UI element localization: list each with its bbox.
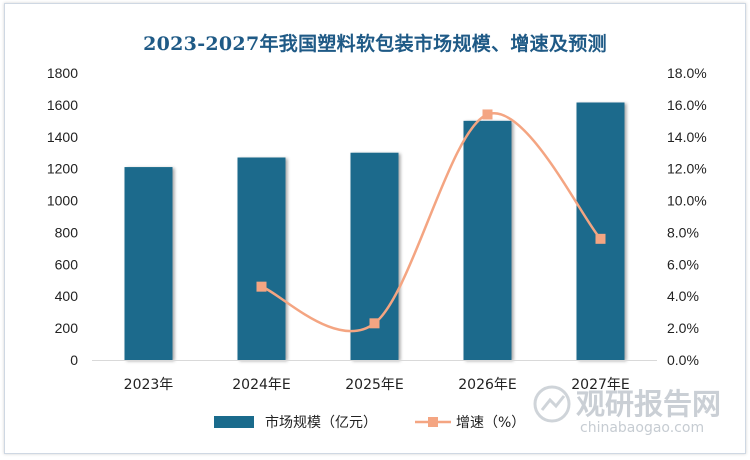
y-left-tick-label: 800 <box>55 224 79 240</box>
growth-point <box>369 318 380 329</box>
y-right-tick-label: 4.0% <box>667 288 699 304</box>
x-tick-label: 2023年 <box>124 377 174 393</box>
y-left-tick-label: 600 <box>55 256 79 272</box>
y-right-tick-label: 12.0% <box>667 161 707 177</box>
y-left-tick-label: 400 <box>55 288 79 304</box>
x-tick-label: 2027年E <box>571 377 629 393</box>
y-left-tick-label: 0 <box>70 352 78 368</box>
y-left-tick-label: 1600 <box>47 97 78 113</box>
chart-title: 2023-2027年我国塑料软包装市场规模、增速及预测 <box>143 33 607 55</box>
legend-bar-swatch <box>214 416 254 428</box>
growth-point <box>482 109 493 120</box>
watermark-logo-icon <box>533 385 571 423</box>
legend-line-marker <box>428 417 438 427</box>
x-tick-label: 2024年E <box>232 377 290 393</box>
bar <box>237 157 286 360</box>
growth-point <box>256 281 267 292</box>
bar <box>576 102 625 360</box>
legend-line-label: 增速（%） <box>456 415 525 431</box>
growth-line <box>260 112 602 333</box>
y-left-tick-label: 1000 <box>47 193 78 209</box>
y-right-tick-label: 0.0% <box>667 352 699 368</box>
y-right-tick-label: 16.0% <box>667 97 707 113</box>
y-left-tick-label: 1200 <box>47 161 78 177</box>
y-right-tick-label: 18.0% <box>667 65 707 81</box>
watermark-name: 观研报告网 <box>576 387 721 421</box>
y-left-tick-label: 1400 <box>47 129 78 145</box>
watermark-url: chinabaogao.com <box>580 420 704 436</box>
growth-point <box>595 233 606 244</box>
y-right-tick-label: 2.0% <box>667 320 699 336</box>
bar <box>350 152 399 360</box>
bar <box>124 167 173 360</box>
chart-canvas: 0 200 400 600 800 1000 1200 1400 1600 1800 0.0% 2.0… <box>47 65 721 436</box>
bar <box>463 120 512 360</box>
x-tick-label: 2026年E <box>458 377 516 393</box>
y-left-tick-label: 1800 <box>47 65 78 81</box>
y-right-tick-label: 6.0% <box>667 256 699 272</box>
watermark-logo-arrow <box>540 395 566 411</box>
x-tick-label: 2025年E <box>345 377 403 393</box>
chart-frame: 2023-2027年我国塑料软包装市场规模、增速及预测 0 200 400 600 80… <box>4 3 746 454</box>
legend-bar-label: 市场规模（亿元） <box>265 414 377 431</box>
y-right-tick-label: 10.0% <box>667 193 707 209</box>
y-right-tick-label: 8.0% <box>667 224 699 240</box>
y-right-tick-label: 14.0% <box>667 129 707 145</box>
y-left-tick-label: 200 <box>55 320 79 336</box>
